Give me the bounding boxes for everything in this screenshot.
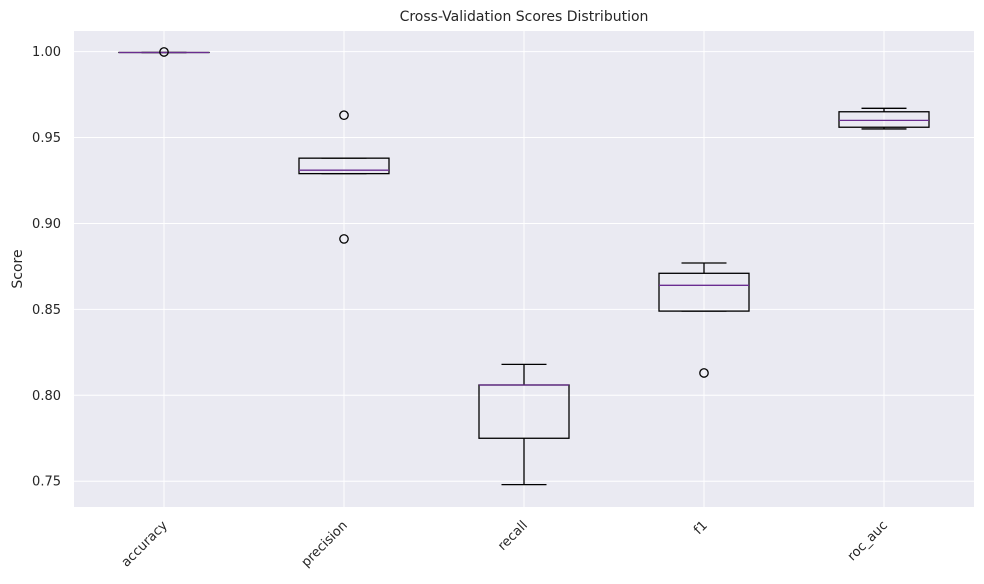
x-tick-label: precision — [299, 518, 351, 570]
box-accuracy — [118, 47, 210, 57]
y-tick-label: 1.00 — [32, 45, 61, 60]
outlier-point — [339, 110, 349, 121]
y-tick-label: 0.80 — [32, 389, 61, 404]
x-tick-label: roc_auc — [845, 518, 891, 564]
y-tick-label: 0.95 — [32, 131, 61, 146]
x-tick-label: f1 — [691, 518, 711, 538]
x-tick-label: accuracy — [119, 518, 171, 570]
box-recall — [478, 363, 570, 486]
y-tick-label: 0.85 — [32, 303, 61, 318]
box-series — [118, 47, 930, 486]
outlier-point — [339, 234, 349, 244]
y-tick-label: 0.90 — [32, 217, 61, 232]
box-iqr — [298, 157, 390, 175]
y-tick-label: 0.75 — [32, 475, 61, 490]
box-iqr — [838, 111, 930, 128]
outlier-point — [159, 47, 169, 57]
box-precision — [298, 110, 390, 244]
chart-title: Cross-Validation Scores Distribution — [400, 9, 649, 25]
x-axis-ticks: accuracy precision recall f1 roc_auc — [119, 518, 891, 570]
x-tick-label: recall — [495, 518, 531, 554]
y-axis-ticks: 0.75 0.80 0.85 0.90 0.95 1.00 — [32, 45, 61, 490]
box-roc_auc — [838, 107, 930, 130]
box-iqr — [658, 272, 750, 312]
box-f1 — [658, 262, 750, 378]
outlier-point — [699, 368, 709, 378]
y-axis-label: Score — [10, 249, 26, 288]
